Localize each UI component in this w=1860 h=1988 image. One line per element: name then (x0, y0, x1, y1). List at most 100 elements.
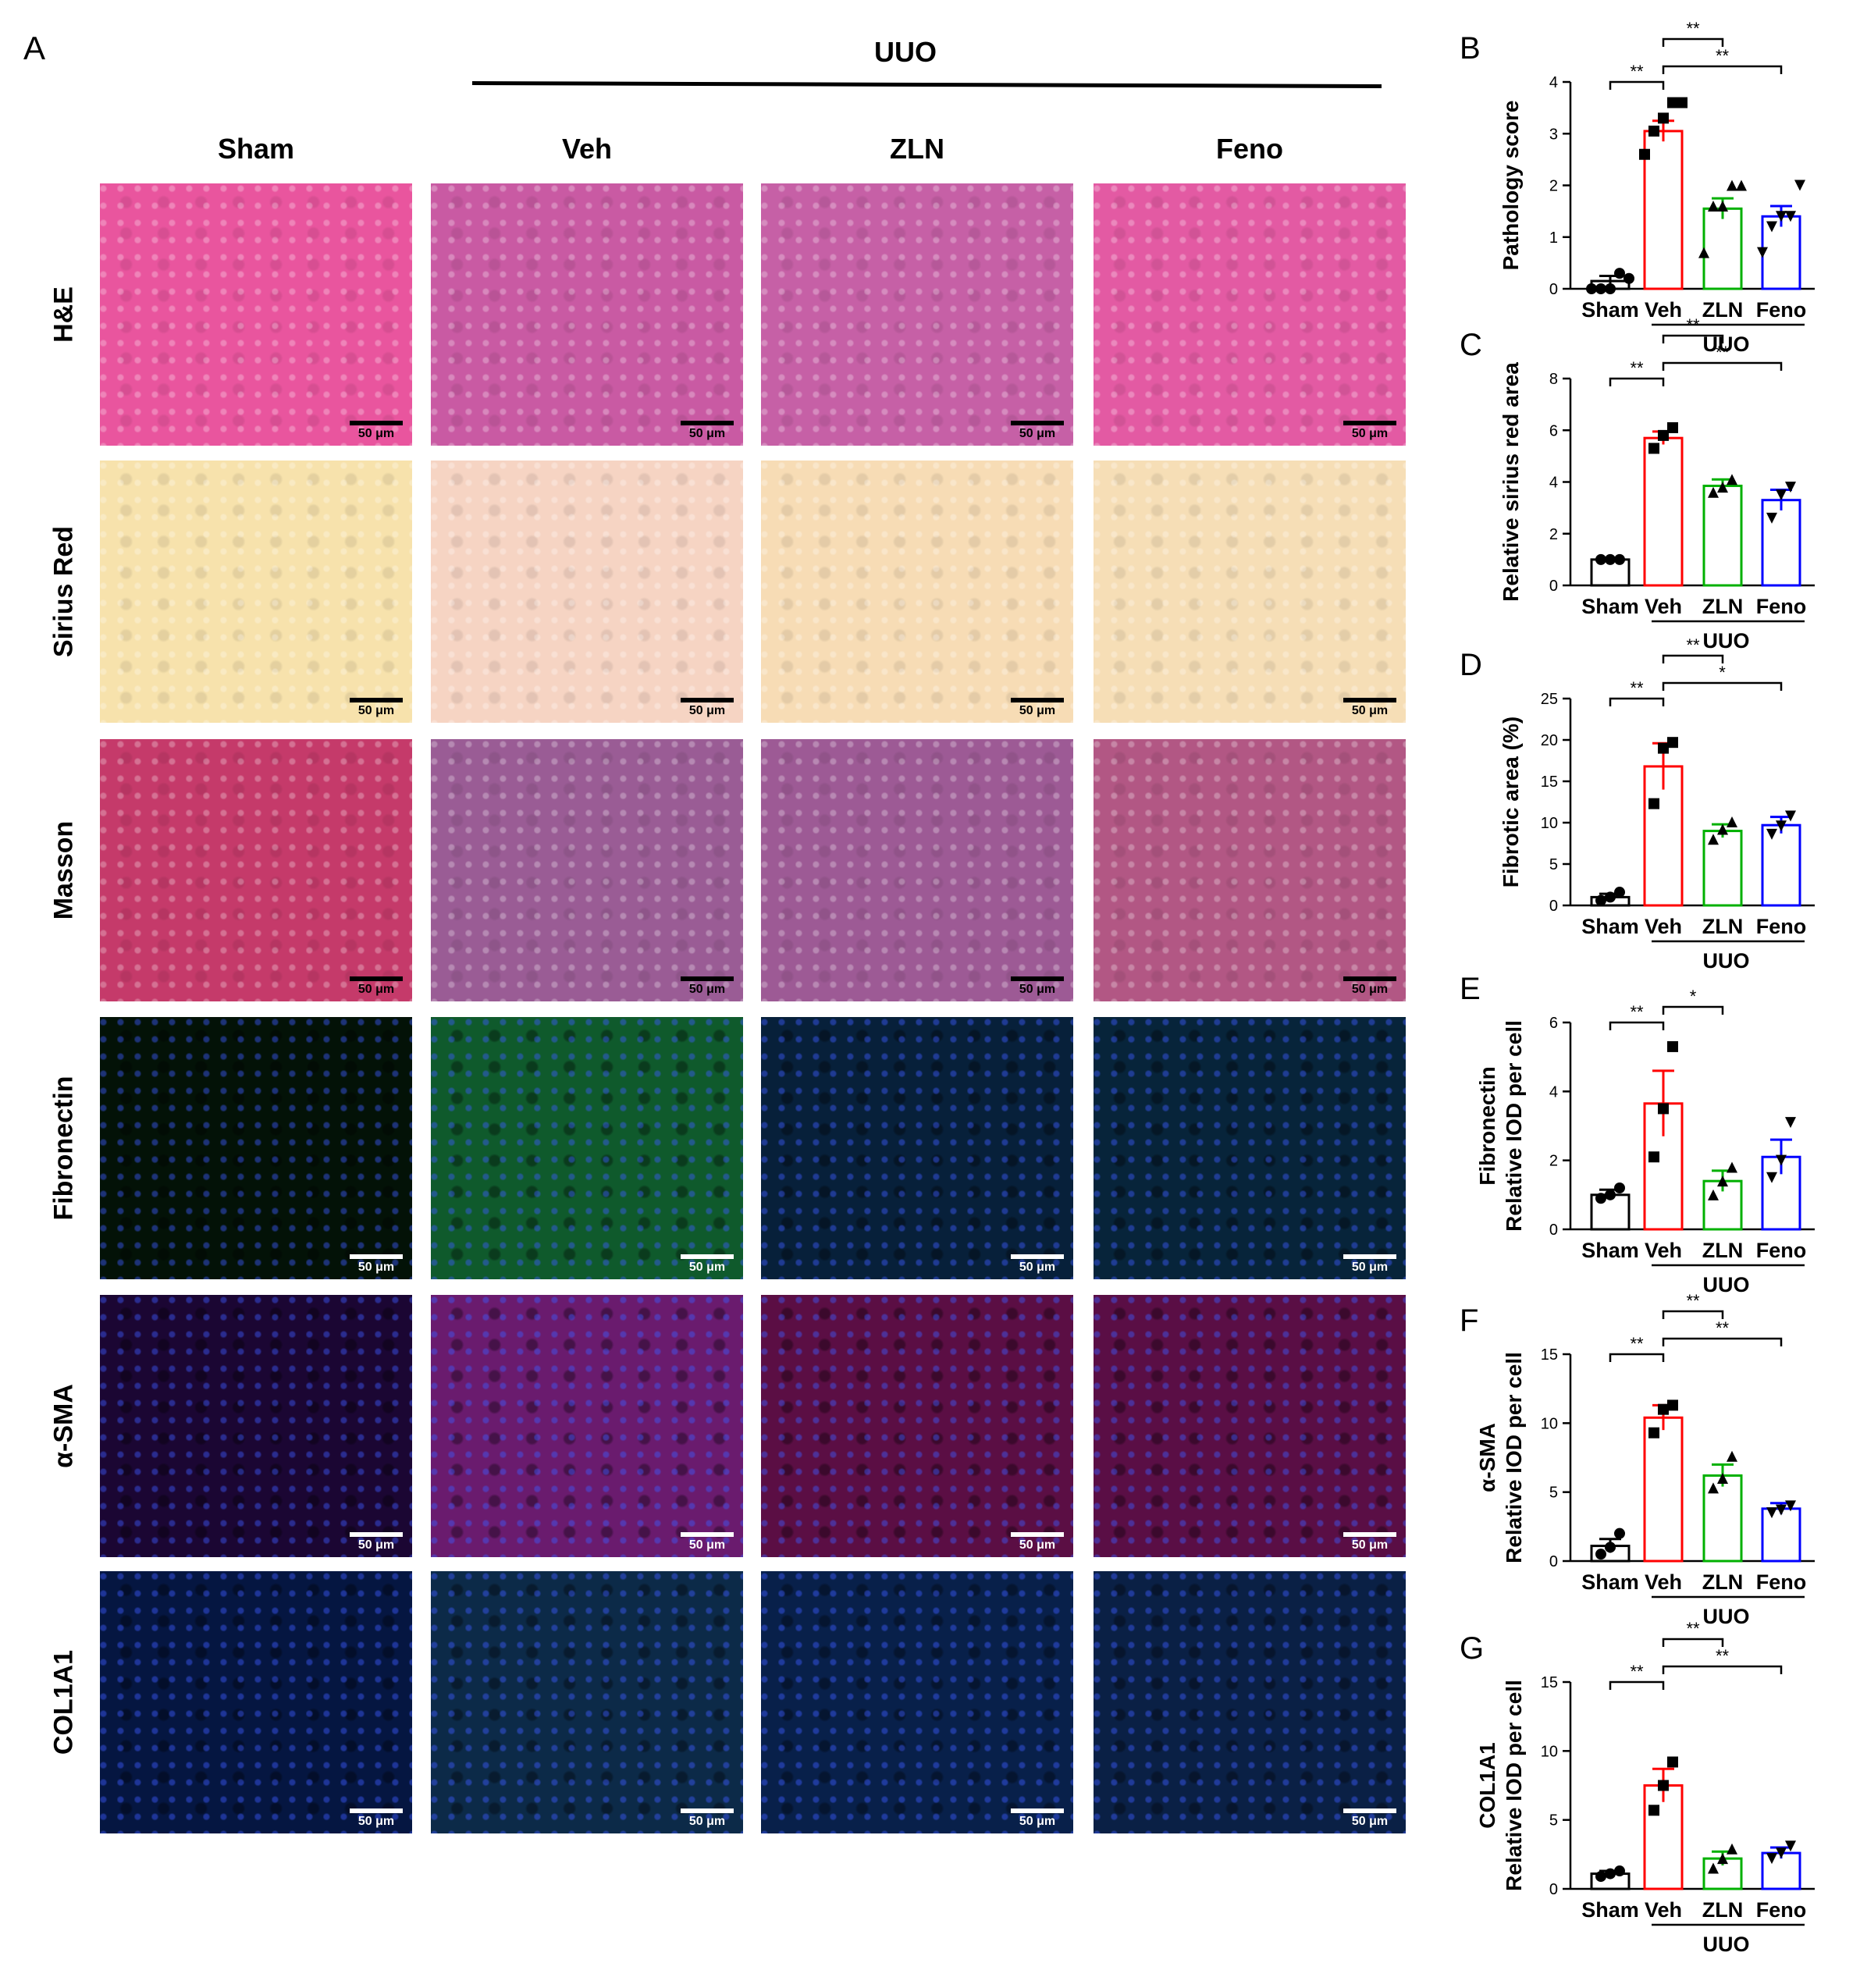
scale-bar-label: 50 μm (688, 704, 726, 717)
significance-bracket (1662, 37, 1724, 47)
scale-bar: 50 μm (1343, 1532, 1396, 1552)
micrograph-tile: 50 μm (431, 1017, 743, 1279)
scale-bar-label: 50 μm (688, 1261, 726, 1274)
scale-bar: 50 μm (681, 1532, 734, 1552)
data-point (1586, 283, 1597, 294)
data-point (1776, 211, 1787, 222)
category-label: Sham (1581, 1570, 1639, 1594)
scale-bar-label: 50 μm (688, 1538, 726, 1552)
category-label: Sham (1581, 298, 1639, 322)
category-label: Feno (1756, 1898, 1807, 1922)
scale-bar-label: 50 μm (1351, 1815, 1389, 1828)
y-tick-label: 10 (1541, 1415, 1558, 1432)
data-point (1658, 112, 1669, 124)
significance-label: ** (1630, 1662, 1644, 1681)
data-point (1658, 742, 1669, 754)
scale-bar-label: 50 μm (1019, 983, 1056, 996)
data-point (1785, 1500, 1796, 1512)
category-label: Veh (1645, 1898, 1682, 1922)
y-axis-label: α-SMA (1475, 1423, 1499, 1492)
significance-bracket (1662, 65, 1783, 74)
micrograph-tile: 50 μm (761, 1017, 1073, 1279)
data-point (1785, 1117, 1796, 1129)
scale-bar-label: 50 μm (1019, 1815, 1056, 1828)
significance-label: ** (1686, 1291, 1700, 1311)
data-point (1776, 1504, 1787, 1516)
significance-bracket (1662, 361, 1783, 371)
data-point (1785, 482, 1796, 493)
scale-bar: 50 μm (1011, 976, 1064, 997)
scale-bar-label: 50 μm (1351, 983, 1389, 996)
category-label: Feno (1756, 298, 1807, 322)
y-axis-label: Fibronectin (1475, 1066, 1499, 1185)
significance-bracket (1662, 1310, 1724, 1319)
data-point (1785, 810, 1796, 822)
micrograph-tile: 50 μm (100, 461, 412, 723)
scale-bar: 50 μm (681, 976, 734, 997)
significance-bracket (1609, 1680, 1665, 1690)
scale-bar-label: 50 μm (1351, 427, 1389, 440)
micrograph-tile: 50 μm (761, 1571, 1073, 1833)
data-point (1648, 1805, 1659, 1816)
category-label: ZLN (1702, 1239, 1743, 1262)
data-point (1614, 1865, 1625, 1877)
column-header-2: ZLN (890, 133, 944, 165)
scale-bar: 50 μm (1011, 698, 1064, 718)
data-point (1595, 283, 1606, 294)
data-point (1717, 201, 1728, 212)
micrograph-tile: 50 μm (761, 1295, 1073, 1557)
column-header-1: Veh (561, 133, 613, 165)
scale-bar-label: 50 μm (1019, 704, 1056, 717)
data-point (1658, 1103, 1669, 1115)
data-point (1614, 1527, 1625, 1539)
significance-label: * (1719, 663, 1726, 682)
data-point (1766, 828, 1777, 840)
data-point (1595, 1549, 1606, 1560)
y-tick-label: 0 (1549, 578, 1558, 595)
data-point (1648, 443, 1659, 454)
scale-bar-label: 50 μm (357, 1815, 395, 1828)
scale-bar-label: 50 μm (357, 1538, 395, 1552)
data-point (1727, 180, 1737, 191)
data-point (1614, 553, 1625, 565)
y-tick-label: 6 (1549, 1015, 1558, 1032)
data-point (1658, 429, 1669, 441)
micrograph-tile: 50 μm (1094, 1295, 1406, 1557)
group-label: UUO (1703, 949, 1750, 973)
significance-bracket (1609, 1353, 1665, 1362)
data-point (1648, 1151, 1659, 1163)
significance-bracket (1662, 1638, 1724, 1647)
data-point (1605, 1189, 1616, 1200)
data-point (1766, 512, 1777, 524)
category-label: ZLN (1702, 1898, 1743, 1922)
scale-bar-label: 50 μm (688, 983, 726, 996)
y-tick-label: 4 (1549, 74, 1558, 91)
data-point (1717, 1175, 1728, 1187)
data-point (1794, 180, 1805, 191)
scale-bar: 50 μm (350, 698, 403, 718)
data-point (1648, 1427, 1659, 1439)
micrograph-tile: 50 μm (1094, 1017, 1406, 1279)
micrograph-tile: 50 μm (761, 739, 1073, 1001)
data-point (1708, 1862, 1719, 1874)
y-tick-label: 20 (1541, 732, 1558, 749)
data-point (1757, 247, 1768, 258)
significance-label: ** (1686, 19, 1700, 38)
micrograph-tile: 50 μm (431, 183, 743, 446)
significance-bracket (1662, 334, 1724, 343)
scale-bar: 50 μm (350, 976, 403, 997)
panel-letter: D (1460, 648, 1482, 682)
data-point (1708, 834, 1719, 845)
data-point (1667, 421, 1678, 433)
category-label: Veh (1645, 595, 1682, 618)
category-label: Sham (1581, 595, 1639, 618)
micrograph-tile: 50 μm (100, 739, 412, 1001)
data-point (1766, 1172, 1777, 1183)
significance-bracket (1609, 1021, 1665, 1030)
data-point (1785, 211, 1796, 222)
scale-bar-label: 50 μm (357, 704, 395, 717)
significance-bracket (1609, 80, 1665, 90)
